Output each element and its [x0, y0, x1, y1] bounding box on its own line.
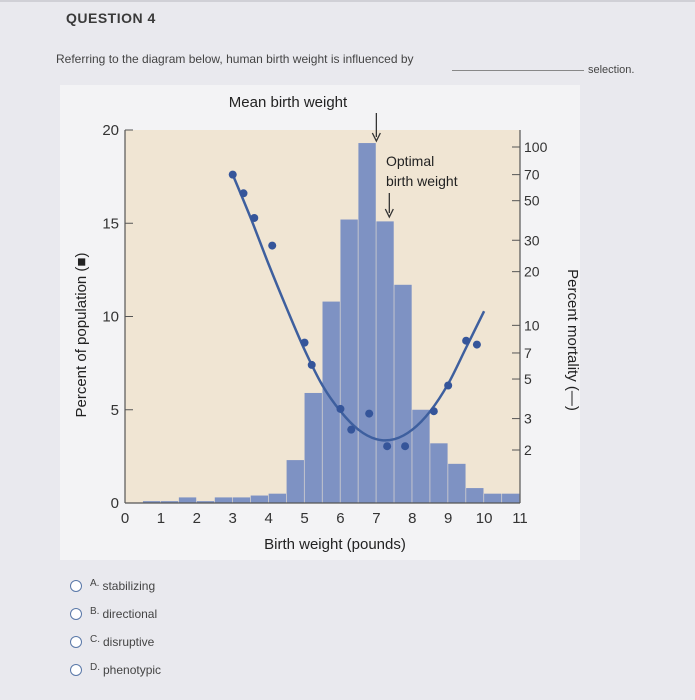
histogram-bar [304, 392, 322, 503]
histogram-bar [160, 501, 179, 503]
histogram-bar [322, 301, 340, 503]
y2-tick-label: 30 [524, 232, 540, 248]
x-tick-label: 4 [264, 510, 272, 527]
mortality-point [300, 338, 309, 347]
option-label: disruptive [103, 635, 155, 649]
x-tick-label: 9 [444, 510, 452, 527]
radio-button[interactable] [70, 664, 82, 676]
x-tick-label: 5 [300, 510, 308, 527]
answer-options: A. stabilizing B. directional C. disruptive… [70, 572, 161, 684]
option-label: phenotypic [103, 663, 162, 677]
option-letter: B. [90, 605, 100, 617]
option-label: stabilizing [102, 579, 156, 593]
histogram-bar [196, 501, 215, 503]
histogram-bar [448, 463, 466, 503]
x-axis-label: Birth weight (pounds) [264, 536, 406, 553]
option-a[interactable]: A. stabilizing [70, 572, 161, 600]
option-letter: C. [90, 633, 100, 645]
y2-tick-label: 10 [524, 317, 540, 333]
mortality-point [347, 425, 356, 434]
histogram-bar [412, 409, 430, 503]
mortality-point [429, 407, 438, 416]
y2-tick-label: 50 [524, 193, 540, 209]
mortality-point [462, 336, 471, 345]
option-label: directional [102, 607, 158, 621]
x-tick-label: 11 [512, 510, 528, 527]
x-tick-label: 2 [193, 510, 201, 527]
y-axis-label: Percent of population (■) [73, 253, 90, 418]
mortality-point [239, 189, 248, 198]
mean-arrow-head [371, 132, 381, 143]
y2-axis-label: Percent mortality (—) [564, 269, 580, 411]
y-tick-label: 0 [111, 495, 119, 512]
histogram-bar [502, 493, 520, 503]
histogram-bar [232, 497, 251, 503]
option-letter: D. [90, 661, 100, 673]
option-c[interactable]: C. disruptive [70, 628, 161, 656]
mortality-point [228, 170, 237, 179]
y2-tick-label: 3 [524, 411, 532, 427]
y2-tick-label: 7 [524, 345, 532, 361]
mortality-point [401, 442, 410, 451]
x-tick-label: 8 [408, 510, 416, 527]
mortality-point [472, 340, 481, 349]
radio-button[interactable] [70, 636, 82, 648]
mortality-point [268, 241, 277, 250]
svg-text:birth weight: birth weight [386, 173, 458, 189]
optimal-birth-weight-label: Optimal birth weight [386, 153, 458, 189]
figure-photo: 5 10 15 20 0 0 1 2 3 4 5 6 7 8 9 10 11 2 3 5 7 10 20 30 50 70 100 … [60, 85, 581, 560]
radio-button[interactable] [70, 608, 82, 620]
question-title: QUESTION 4 [66, 10, 156, 26]
histogram-bar [358, 143, 376, 503]
question-suffix: selection. [588, 64, 635, 76]
mortality-point [250, 213, 259, 222]
y2-tick-label: 70 [524, 167, 540, 183]
mortality-point [365, 409, 374, 418]
mortality-point [336, 404, 345, 413]
x-tick-label: 10 [476, 510, 493, 527]
x-tick-label: 7 [372, 510, 380, 527]
x-tick-label: 3 [229, 510, 237, 527]
option-d[interactable]: D. phenotypic [70, 656, 161, 684]
y2-tick-label: 5 [524, 371, 532, 387]
mean-birth-weight-label: Mean birth weight [229, 94, 348, 111]
y-tick-label: 10 [102, 309, 119, 326]
radio-button[interactable] [70, 580, 82, 592]
mortality-point [307, 360, 316, 369]
y-tick-label: 5 [111, 402, 119, 419]
histogram-bar [142, 501, 161, 503]
histogram-bar [178, 497, 197, 503]
svg-text:Optimal: Optimal [386, 153, 434, 169]
histogram-bar [214, 497, 233, 503]
histogram-bar [286, 460, 304, 503]
histogram-bar [430, 443, 448, 503]
histogram-bar [394, 284, 412, 503]
top-divider [0, 0, 695, 2]
option-letter: A. [90, 577, 100, 589]
histogram-bar [268, 493, 286, 503]
y-tick-label: 15 [102, 215, 119, 232]
histogram-bar [340, 219, 358, 503]
histogram-bar [484, 493, 502, 503]
optimal-arrow-head [384, 208, 394, 219]
question-prompt: Referring to the diagram below, human bi… [56, 52, 414, 66]
histogram-bar [376, 221, 394, 503]
mortality-curve [231, 174, 486, 442]
histogram-bar [466, 488, 484, 503]
histogram-bar [250, 495, 269, 503]
y2-tick-label: 100 [524, 139, 548, 155]
x-tick-label: 0 [121, 510, 129, 527]
y-tick-label: 20 [102, 122, 119, 139]
mortality-point [383, 442, 392, 451]
x-tick-label: 6 [336, 510, 344, 527]
y2-tick-label: 20 [524, 264, 540, 280]
mortality-point [444, 381, 453, 390]
y2-tick-label: 2 [524, 442, 532, 458]
option-b[interactable]: B. directional [70, 600, 161, 628]
x-tick-label: 1 [157, 510, 165, 527]
answer-blank [452, 70, 584, 71]
